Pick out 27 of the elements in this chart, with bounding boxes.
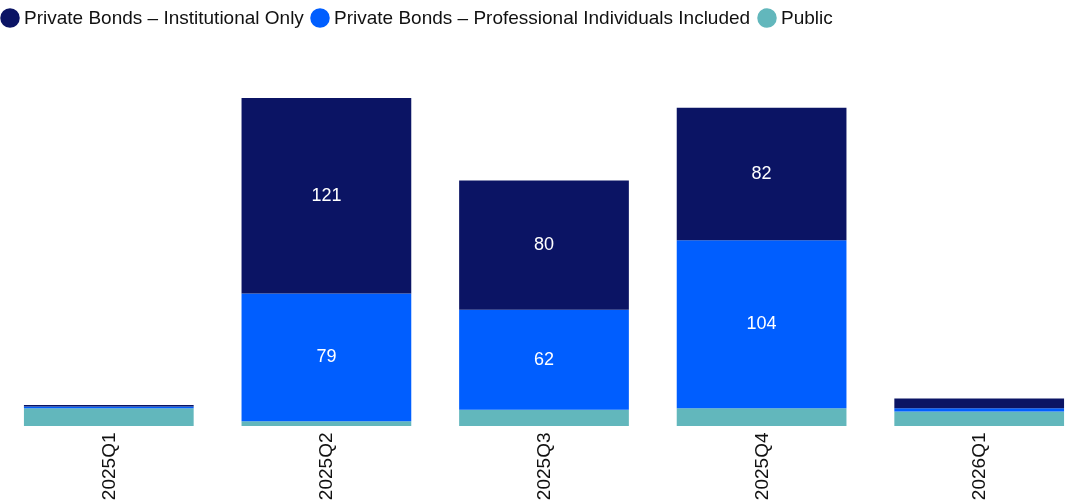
data-label: 104 (746, 313, 777, 334)
bar (459, 309, 629, 410)
bar (894, 398, 1065, 409)
bar (459, 180, 629, 310)
data-label: 62 (533, 348, 555, 369)
x-tick-label: 2025Q3 (533, 432, 554, 501)
bar (894, 408, 1065, 412)
data-label: 80 (533, 234, 555, 255)
x-tick-label: 2026Q1 (968, 432, 990, 501)
bar (676, 408, 847, 426)
x-tick-label: 2025Q1 (97, 432, 119, 501)
bar (241, 293, 412, 422)
data-label: 82 (751, 162, 772, 183)
x-tick-label: 2025Q2 (315, 432, 337, 501)
bar (894, 411, 1065, 426)
legend-label: Private Bonds – Professional Individuals Included (334, 7, 751, 28)
bar (676, 240, 847, 409)
bar (241, 421, 412, 426)
bar (676, 107, 847, 241)
legend-label: Private Bonds – Institutional Only (24, 7, 305, 28)
x-tick-label: 2025Q4 (750, 432, 772, 501)
data-label: 79 (316, 346, 337, 367)
legend-label: Public (781, 7, 833, 28)
bar (241, 98, 412, 294)
bar (23, 408, 194, 426)
data-label: 121 (311, 184, 342, 205)
bar (459, 409, 629, 426)
